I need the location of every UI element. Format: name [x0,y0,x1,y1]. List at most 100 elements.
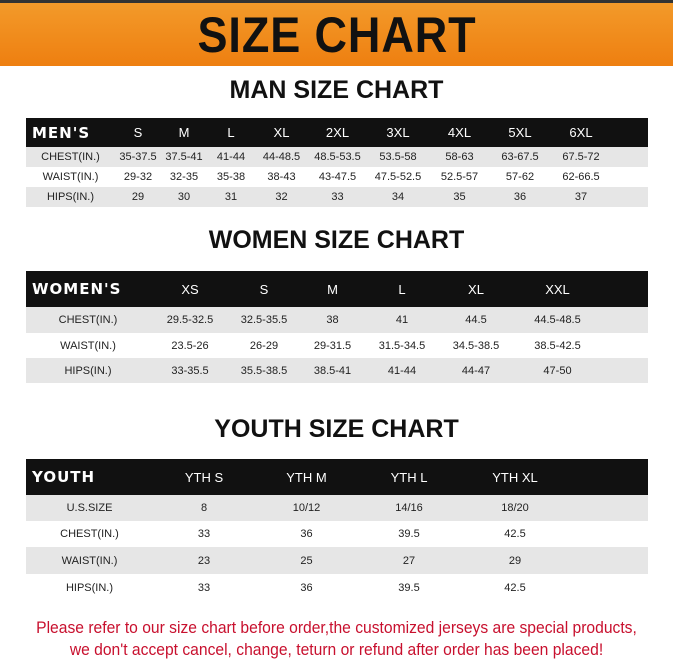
table-cell: 38.5-41 [313,364,352,377]
table-cell: 29.5-32.5 [166,314,214,326]
table-cell: 30 [177,191,191,203]
table-cell: 18/20 [501,502,529,514]
table-cell: 35.5-38.5 [240,364,288,377]
table-cell: 8 [200,502,208,514]
table-cell: 2XL [325,125,350,140]
table-cell: 41-44 [216,151,246,163]
table-cell: 67.5-72 [562,151,600,163]
table-cell: 29 [131,191,145,203]
table-cell: 36 [513,191,527,203]
table-cell: 23.5-26 [171,339,209,352]
table-cell: 39.5 [398,528,420,540]
table-cell: 52.5-57 [440,171,479,183]
notice-line-1: Please refer to our size chart before or… [36,618,637,637]
table-row: U.S.SIZE 8 10/12 14/16 18/20 [26,495,648,521]
table-row: WAIST(IN.) 29-32 32-35 35-38 38-43 43-47.5 47.… [26,167,648,187]
table-cell: 23 [197,554,211,567]
table-cell: 44.5 [465,314,487,326]
table-cell: 4XL [447,125,472,140]
table-cell: 3XL [386,125,410,140]
table-cell: 33 [197,528,211,540]
table-cell: 43-47.5 [318,171,357,183]
women-size-table: WOMEN'S XS S M L XL XXL CHEST(IN.) 29.5-32.5 32.5… [26,271,648,383]
table-cell: 14/16 [395,502,423,514]
table-title-cell: WOMEN'S [32,280,122,298]
table-cell: 32-35 [169,171,199,183]
table-cell: YTH M [286,469,327,485]
table-cell: YTH S [184,469,224,485]
table-row: HIPS(IN.) 33-35.5 35.5-38.5 38.5-41 41-44 44-… [26,358,648,383]
table-cell: 58-63 [445,151,474,163]
table-cell: 31.5-34.5 [378,339,426,352]
measure-label: HIPS(IN.) [64,364,112,377]
table-cell: XS [181,281,199,297]
table-cell: 35-38 [216,171,246,183]
table-cell: 41 [395,314,409,326]
table-row: WAIST(IN.) 23 25 27 29 [26,547,648,574]
table-cell: 33 [331,191,344,203]
table-cell: 37.5-41 [165,151,203,163]
table-cell: 5XL [508,125,532,140]
table-cell: 36 [300,528,313,540]
table-row: HIPS(IN.) 33 36 39.5 42.5 [26,574,648,601]
measure-label: CHEST(IN.) [58,314,118,326]
table-cell: 44-47 [461,364,491,377]
table-cell: YTH XL [492,469,538,485]
table-cell: 33-35.5 [171,364,209,377]
table-cell: 34.5-38.5 [452,339,500,352]
measure-label: HIPS(IN.) [46,191,95,203]
table-cell: 57-62 [505,171,535,183]
table-cell: 10/12 [292,502,321,514]
table-cell: 48.5-53.5 [314,151,361,163]
table-cell: 42.5 [504,581,526,594]
table-cell: 47.5-52.5 [374,171,422,183]
table-cell: 6XL [569,125,593,140]
table-cell: 36 [300,581,313,594]
table-cell: 38 [326,314,339,326]
table-cell: 29-31.5 [313,339,352,352]
measure-label: WAIST(IN.) [60,339,116,352]
header-row: WOMEN'S XS S M L XL XXL [26,271,648,307]
table-cell: XXL [545,281,570,297]
measure-label: WAIST(IN.) [42,171,99,183]
measure-label: CHEST(IN.) [60,528,119,540]
table-cell: 25 [300,554,313,567]
table-row: CHEST(IN.) 33 36 39.5 42.5 [26,521,648,547]
header-row: YOUTH YTH S YTH M YTH L YTH XL [26,459,648,495]
table-cell: 38.5-42.5 [534,339,581,352]
table-cell: 39.5 [398,581,420,594]
table-cell: 33 [197,581,211,594]
measure-label: WAIST(IN.) [61,554,118,567]
table-row: CHEST(IN.) 29.5-32.5 32.5-35.5 38 41 44.5 44.5… [26,307,648,333]
table-row: WAIST(IN.) 23.5-26 26-29 29-31.5 31.5-34.5 34… [26,333,648,358]
measure-label: U.S.SIZE [66,502,113,514]
men-title: MAN SIZE CHART [229,76,444,104]
table-cell: 63-67.5 [501,151,539,163]
table-cell: 27 [402,554,416,567]
table-cell: 47-50 [543,364,572,377]
table-cell: 62-66.5 [562,171,600,183]
table-title-cell: MEN'S [32,123,91,142]
table-cell: 53.5-58 [379,151,417,163]
table-title-cell: YOUTH [32,468,96,486]
table-cell: 44.5-48.5 [534,314,581,326]
table-cell: YTH L [390,469,428,485]
youth-title: YOUTH SIZE CHART [214,415,459,443]
youth-size-table: YOUTH YTH S YTH M YTH L YTH XL U.S.SIZE 8 10/12… [26,459,648,601]
women-title: WOMEN SIZE CHART [208,226,465,254]
table-cell: 42.5 [504,528,526,540]
table-cell: 35 [453,191,466,203]
table-cell: 44-48.5 [262,151,301,163]
table-cell: S [133,125,143,140]
table-row: HIPS(IN.) 29 30 31 32 33 34 35 36 37 [26,187,648,207]
table-cell: M [327,281,338,297]
table-cell: S [259,281,269,297]
table-cell: 32 [275,191,288,203]
measure-label: CHEST(IN.) [41,151,100,163]
table-cell: XL [273,125,290,140]
table-cell: 38-43 [267,171,296,183]
measure-label: HIPS(IN.) [65,581,114,594]
table-cell: 34 [391,191,405,203]
order-notice: Please refer to our size chart before or… [27,617,646,661]
